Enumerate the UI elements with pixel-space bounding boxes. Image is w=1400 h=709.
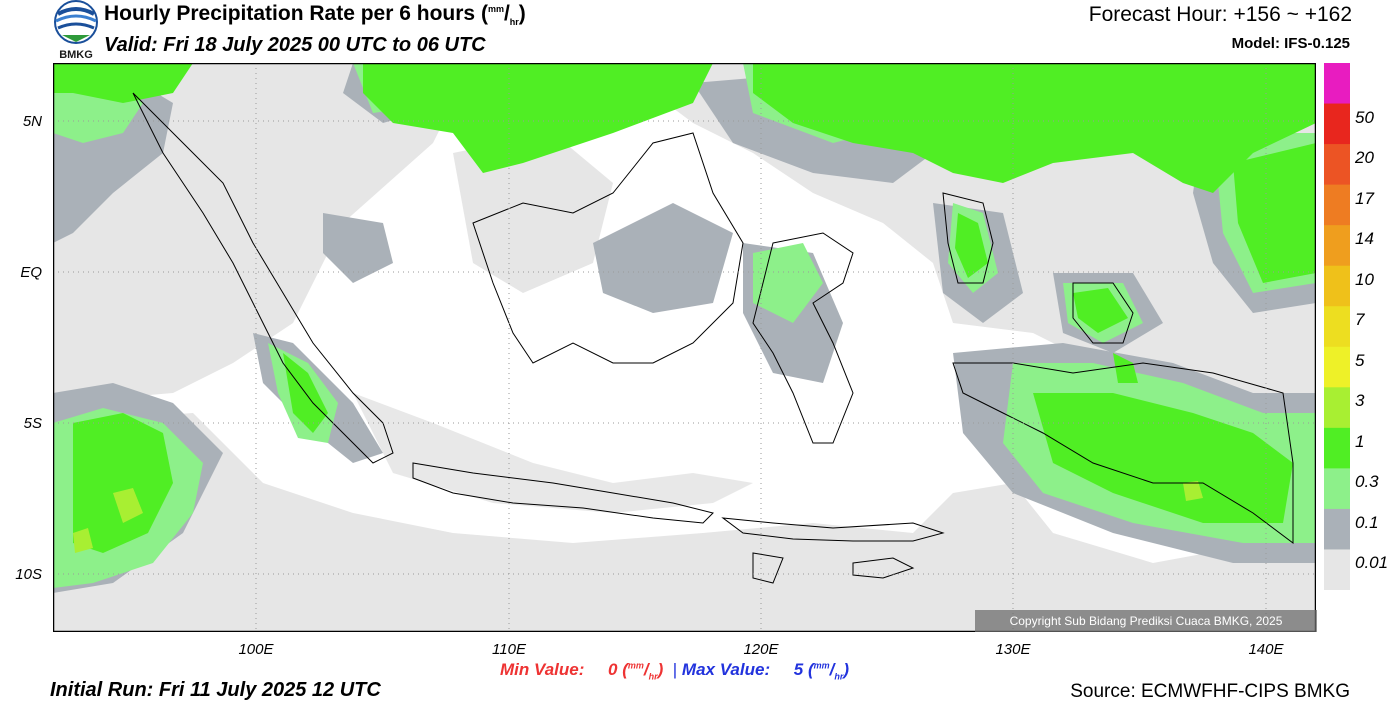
- graticule: [53, 63, 1316, 632]
- lon-label-130e: 130E: [995, 641, 1031, 658]
- legend-swatch-5: [1324, 265, 1350, 307]
- legend-swatch-1: [1324, 103, 1350, 145]
- lon-label-140e: 140E: [1248, 641, 1284, 658]
- precip-field-3: [73, 481, 1203, 553]
- legend-swatch-2: [1324, 144, 1350, 186]
- lat-label-10s: 10S: [15, 566, 42, 583]
- coastlines: [132, 92, 1294, 584]
- legend-colorbar: [1324, 63, 1350, 590]
- min-unit: (mm/hr): [622, 660, 664, 682]
- initial-run: Initial Run: Fri 11 July 2025 12 UTC: [50, 679, 381, 701]
- model-name: Model: IFS-0.125: [1231, 35, 1350, 52]
- separator: |: [672, 660, 678, 679]
- lat-label-5s: 5S: [23, 415, 42, 432]
- legend-swatch-11: [1324, 508, 1350, 550]
- logo-text: BMKG: [59, 49, 93, 60]
- max-value: 5: [793, 660, 804, 679]
- lon-label-100e: 100E: [238, 641, 274, 658]
- min-value-label: Min Value:: [500, 660, 585, 679]
- legend-swatch-3: [1324, 184, 1350, 226]
- legend-swatch-10: [1324, 468, 1350, 510]
- forecast-hour: Forecast Hour: +156 ~ +162: [1088, 3, 1352, 26]
- lon-label-120e: 120E: [743, 641, 779, 658]
- legend-swatch-9: [1324, 427, 1350, 469]
- legend-label-3: 3: [1355, 391, 1365, 411]
- precip-field-1: [53, 63, 1316, 553]
- legend-swatch-12: [1324, 549, 1350, 590]
- chart-title: Hourly Precipitation Rate per 6 hours (m…: [104, 2, 526, 28]
- legend-label-14: 14: [1355, 229, 1374, 249]
- bmkg-logo: BMKG: [54, 0, 98, 60]
- legend-label-0_1: 0.1: [1355, 512, 1379, 532]
- legend-label-0_3: 0.3: [1355, 472, 1379, 492]
- max-unit: (mm/hr): [807, 660, 850, 682]
- data-source: Source: ECMWFHF-CIPS BMKG: [1070, 681, 1350, 702]
- lat-label-5n: 5N: [22, 113, 42, 130]
- legend-swatch-6: [1324, 306, 1350, 348]
- legend-label-10: 10: [1355, 269, 1374, 289]
- legend-label-17: 17: [1355, 188, 1374, 208]
- legend-swatch-7: [1324, 346, 1350, 388]
- precipitation-map: [53, 63, 1316, 632]
- legend-swatch-0: [1324, 63, 1350, 105]
- lat-label-eq: EQ: [20, 264, 42, 281]
- legend-swatch-8: [1324, 387, 1350, 429]
- title-unit: (mm/hr): [480, 2, 526, 28]
- legend-label-1: 1: [1355, 431, 1365, 451]
- legend-label-7: 7: [1355, 310, 1365, 330]
- legend-label-0_01: 0.01: [1355, 553, 1389, 573]
- valid-time: Valid: Fri 18 July 2025 00 UTC to 06 UTC: [104, 34, 486, 56]
- min-max-values: Min Value: 0 (mm/hr) | Max Value: 5 (mm/…: [500, 660, 849, 681]
- max-value-label: Max Value:: [681, 660, 771, 679]
- legend-label-50: 50: [1355, 107, 1374, 127]
- lon-label-110e: 110E: [492, 641, 526, 658]
- legend-label-5: 5: [1355, 350, 1365, 370]
- copyright-notice: Copyright Sub Bidang Prediksi Cuaca BMKG…: [975, 610, 1317, 632]
- legend-swatch-4: [1324, 225, 1350, 267]
- min-value: 0: [608, 660, 618, 679]
- legend-label-20: 20: [1355, 148, 1374, 168]
